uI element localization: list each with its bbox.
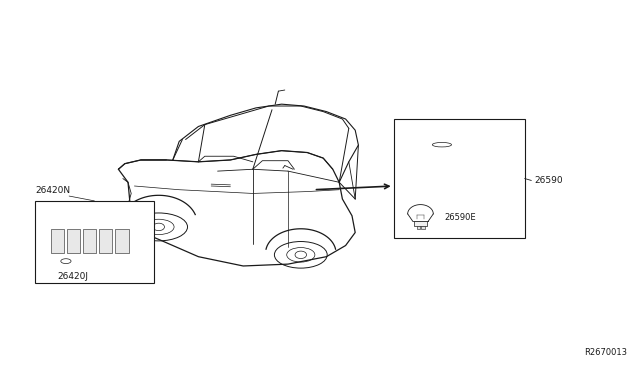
Ellipse shape (153, 223, 164, 231)
Bar (83, 229, 96, 253)
Text: 26420J: 26420J (58, 272, 88, 281)
Bar (414, 221, 427, 226)
Ellipse shape (295, 251, 307, 259)
Bar (99, 229, 112, 253)
Bar (421, 226, 425, 229)
Text: 26590E: 26590E (445, 213, 476, 222)
Bar (67, 229, 80, 253)
Bar (394, 119, 525, 238)
Text: R2670013: R2670013 (584, 348, 627, 357)
Bar (35, 201, 154, 283)
Bar (51, 229, 64, 253)
Bar (115, 229, 129, 253)
Bar (417, 226, 420, 229)
Text: 26590: 26590 (534, 176, 563, 185)
Text: 26420N: 26420N (36, 186, 71, 195)
